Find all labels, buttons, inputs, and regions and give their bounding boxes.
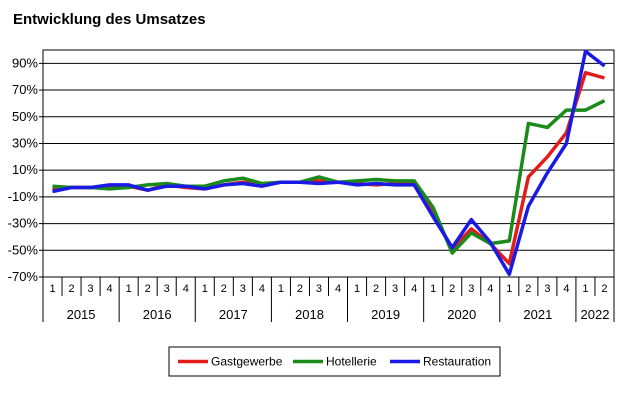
y-tick-label: 30% (12, 135, 38, 150)
x-tick-label: 1 (430, 283, 436, 295)
year-label: 2018 (295, 307, 324, 322)
y-tick-label: 90% (12, 55, 38, 70)
x-tick-label: 3 (316, 283, 322, 295)
x-tick-label: 4 (107, 283, 113, 295)
legend: Gastgewerbe Hotellerie Restauration (168, 346, 501, 377)
y-axis: 90% 70% 50% 30% 10% -10% -30% -50% -70% (8, 55, 43, 284)
y-tick-label: -50% (8, 242, 39, 257)
x-tick-label: 4 (259, 283, 265, 295)
x-tick-label: 4 (411, 283, 417, 295)
x-tick-label: 4 (335, 283, 341, 295)
year-label: 2022 (581, 307, 610, 322)
y-tick-label: -10% (8, 189, 39, 204)
x-tick-label: 1 (506, 283, 512, 295)
y-tick-label: 70% (12, 82, 38, 97)
x-tick-label: 1 (582, 283, 588, 295)
series-line-restauration (52, 49, 606, 277)
chart-title: Entwicklung des Umsatzes (13, 11, 206, 28)
legend-label: Gastgewerbe (211, 355, 283, 369)
year-label: 2016 (143, 307, 172, 322)
y-tick-label: -70% (8, 269, 39, 284)
year-label: 2017 (219, 307, 248, 322)
x-axis: 1 2 3 4 1 2 3 4 1 2 3 4 1 2 3 4 1 2 3 4 1 2 3 4 1 2 3 4 1 2 2015 2016 20… (42, 277, 615, 322)
x-tick-label: 1 (278, 283, 284, 295)
x-tick-label: 2 (68, 283, 74, 295)
series-line-hotellerie (52, 99, 606, 255)
x-tick-label: 3 (392, 283, 398, 295)
x-tick-label: 2 (525, 283, 531, 295)
x-tick-label: 2 (373, 283, 379, 295)
x-tick-label: 3 (468, 283, 474, 295)
y-tick-label: 50% (12, 109, 38, 124)
x-tick-label: 3 (544, 283, 550, 295)
year-label: 2015 (67, 307, 96, 322)
plot-frame (42, 49, 615, 278)
year-label: 2021 (523, 307, 552, 322)
year-label: 2020 (447, 307, 476, 322)
legend-label: Restauration (423, 355, 491, 369)
x-tick-label: 4 (487, 283, 493, 295)
series-lines (52, 49, 606, 277)
x-tick-label: 4 (183, 283, 189, 295)
x-tick-label: 1 (49, 283, 55, 295)
x-tick-label: 3 (88, 283, 94, 295)
x-tick-label: 1 (202, 283, 208, 295)
x-tick-label: 2 (601, 283, 607, 295)
grid-lines (42, 49, 615, 278)
x-tick-label: 2 (145, 283, 151, 295)
y-tick-label: -30% (8, 216, 39, 231)
x-tick-label: 4 (563, 283, 569, 295)
x-tick-label: 3 (240, 283, 246, 295)
x-tick-label: 1 (126, 283, 132, 295)
legend-box (168, 346, 501, 377)
x-tick-label: 2 (221, 283, 227, 295)
x-tick-label: 2 (297, 283, 303, 295)
year-label: 2019 (371, 307, 400, 322)
x-tick-label: 1 (354, 283, 360, 295)
y-tick-label: 10% (12, 162, 38, 177)
legend-label: Hotellerie (326, 355, 377, 369)
x-tick-label: 3 (164, 283, 170, 295)
x-tick-label: 2 (449, 283, 455, 295)
